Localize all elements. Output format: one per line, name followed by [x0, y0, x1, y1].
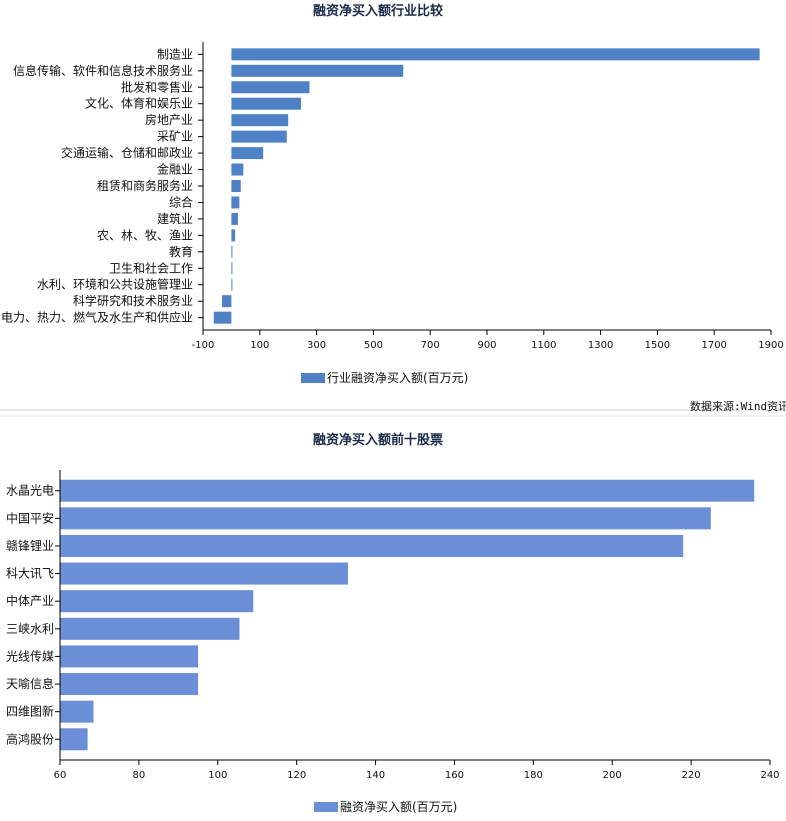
category-label: 综合 [169, 194, 193, 209]
x-tick-label: 200 [603, 770, 622, 781]
category-label: 信息传输、软件和信息技术服务业 [13, 63, 193, 78]
x-tick-label: 100 [208, 770, 227, 781]
category-label: 科大讯飞 [6, 567, 54, 581]
x-tick-label: 180 [524, 770, 543, 781]
category-label: 房地产业 [145, 112, 193, 127]
bar-industry [231, 97, 301, 110]
category-label: 三峡水利 [6, 622, 54, 636]
category-label: 文化、体育和娱乐业 [85, 96, 193, 111]
x-tick-label: 1900 [758, 340, 783, 351]
category-label: 赣锋锂业 [6, 538, 54, 553]
category-label: 光线传媒 [6, 648, 54, 663]
x-tick-label: 60 [54, 770, 67, 781]
category-label: 交通运输、仓储和邮政业 [61, 145, 193, 160]
bar-industry [231, 278, 233, 291]
x-tick-label: 1300 [588, 340, 613, 351]
bar-industry [222, 295, 232, 308]
chart-title-top-stocks: 融资净买入额前十股票 [313, 432, 443, 448]
bar-industry [231, 229, 236, 242]
category-label: 中国平安 [6, 510, 54, 525]
bar-industry [213, 311, 232, 324]
bar-industry [231, 262, 233, 275]
x-tick-label: 220 [682, 770, 701, 781]
chart-industry: 融资净买入额行业比较 制造业信息传输、软件和信息技术服务业批发和零售业文化、体育… [1, 3, 784, 385]
x-ticks-industry: -100 100 300 500 700 900 1100 1300 1500 1700 1900 [192, 330, 784, 351]
bar-industry [231, 163, 244, 176]
bar-industry [231, 81, 310, 94]
x-tick-label: -100 [192, 340, 215, 351]
bars-industry [213, 48, 760, 324]
category-label: 金融业 [157, 162, 193, 177]
bar-industry [231, 48, 760, 61]
x-tick-label: 300 [307, 340, 326, 351]
x-tick-label: 120 [287, 770, 306, 781]
chart-title-industry: 融资净买入额行业比较 [313, 3, 443, 19]
bar-industry [231, 196, 240, 209]
category-label: 农、林、牧、渔业 [97, 228, 193, 242]
bar-top-stocks [60, 728, 88, 751]
bar-top-stocks [60, 700, 94, 723]
x-tick-label: 140 [366, 770, 385, 781]
bars-top-stocks [60, 479, 755, 751]
bar-top-stocks [60, 479, 755, 502]
x-tick-label: 500 [364, 340, 383, 351]
category-label: 卫生和社会工作 [109, 260, 193, 275]
bar-industry [231, 212, 238, 225]
x-tick-label: 1100 [531, 340, 556, 351]
legend-swatch-top-stocks [314, 802, 338, 812]
category-label: 四维图新 [6, 704, 54, 719]
legend-label-top-stocks: 融资净买入额(百万元) [340, 800, 457, 814]
category-label: 租赁和商务服务业 [97, 178, 193, 193]
category-label: 制造业 [157, 47, 193, 61]
legend-label-industry: 行业融资净买入额(百万元) [327, 371, 468, 385]
x-tick-label: 80 [133, 770, 146, 781]
bar-top-stocks [60, 617, 240, 640]
x-tick-label: 1500 [645, 340, 670, 351]
bar-top-stocks [60, 645, 199, 668]
category-labels-industry: 制造业信息传输、软件和信息技术服务业批发和零售业文化、体育和娱乐业房地产业采矿业… [1, 47, 203, 325]
data-source-note: 数据来源:Wind资讯 [690, 399, 786, 413]
category-label: 建筑业 [157, 211, 193, 226]
category-label: 中体产业 [6, 593, 54, 608]
bar-industry [231, 180, 241, 192]
bar-top-stocks [60, 562, 348, 585]
bar-industry [231, 147, 264, 160]
category-label: 科学研究和技术服务业 [73, 293, 193, 308]
chart-top-stocks: 融资净买入额前十股票 水晶光电中国平安赣锋锂业科大讯飞中体产业三峡水利光线传媒天… [6, 432, 780, 814]
category-label: 高鸿股份 [6, 731, 54, 746]
bar-industry [231, 130, 287, 143]
bar-industry [231, 245, 233, 258]
bar-top-stocks [60, 507, 711, 530]
x-ticks-top-stocks: 60 80 100 120 140 160 180 200 220 240 [54, 760, 780, 781]
category-label: 批发和零售业 [121, 79, 193, 94]
category-label: 水利、环境和公共设施管理业 [37, 277, 193, 292]
x-tick-label: 1700 [701, 340, 726, 351]
category-label: 水晶光电 [6, 484, 54, 498]
legend-swatch-industry [301, 373, 325, 383]
bar-top-stocks [60, 534, 684, 557]
bar-top-stocks [60, 590, 254, 613]
bar-top-stocks [60, 673, 199, 696]
x-tick-label: 900 [477, 340, 496, 351]
bar-industry [231, 64, 404, 77]
x-tick-label: 160 [445, 770, 464, 781]
category-label: 采矿业 [157, 130, 193, 144]
x-tick-label: 100 [250, 340, 269, 351]
category-label: 教育 [169, 244, 193, 259]
x-tick-label: 240 [760, 770, 779, 781]
category-label: 电力、热力、燃气及水生产和供应业 [1, 310, 193, 325]
x-tick-label: 700 [421, 340, 440, 351]
bar-industry [231, 114, 289, 127]
category-label: 天喻信息 [6, 676, 54, 691]
